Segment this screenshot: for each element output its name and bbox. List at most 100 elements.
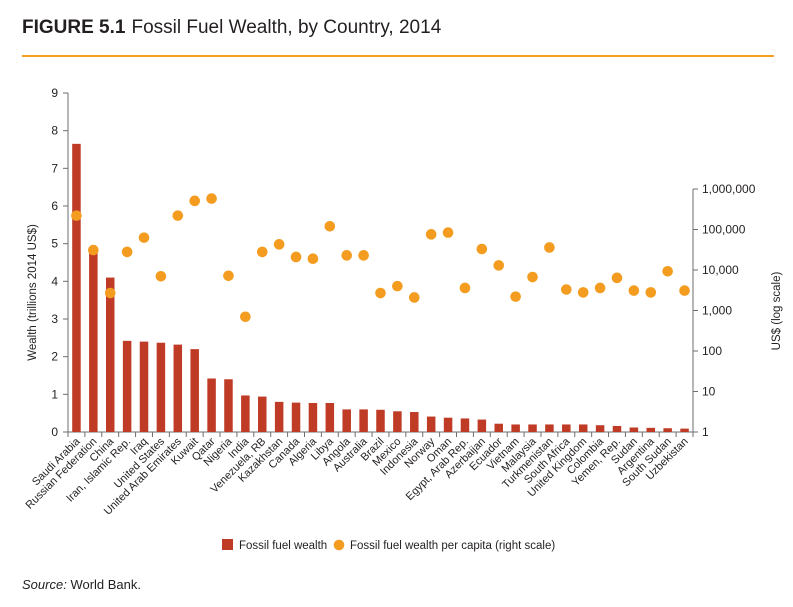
per-capita-point-15 (324, 220, 336, 232)
bar-11 (258, 396, 267, 432)
bar-18 (376, 409, 385, 432)
left-axis-title: Wealth (trillions 2014 US$) (27, 224, 39, 361)
per-capita-point-16 (341, 250, 353, 261)
bar-3 (122, 340, 132, 432)
bar-33 (629, 427, 639, 432)
bar-13 (291, 402, 301, 432)
right-tick-label: 100,000 (702, 223, 746, 237)
bar-17 (359, 409, 368, 432)
left-tick-label: 2 (51, 350, 58, 364)
per-capita-point-4 (138, 232, 150, 243)
legend-dot-label: Fossil fuel wealth per capita (right sca… (350, 540, 555, 552)
right-tick-label: 1 (702, 425, 709, 439)
right-tick-label: 1,000 (702, 304, 732, 318)
per-capita-point-17 (358, 250, 369, 261)
source-label: Source: (22, 577, 67, 592)
per-capita-point-5 (155, 270, 167, 282)
per-capita-point-13 (290, 251, 302, 263)
bar-1 (89, 247, 98, 432)
legend-dot-swatch (333, 539, 345, 551)
bar-29 (562, 424, 571, 432)
left-tick-label: 3 (51, 312, 58, 326)
per-capita-point-27 (527, 271, 538, 283)
per-capita-point-36 (679, 285, 690, 296)
figure-number: FIGURE 5.1 (22, 17, 126, 38)
per-capita-point-18 (375, 287, 386, 299)
per-capita-point-25 (493, 260, 505, 271)
per-capita-point-35 (662, 265, 673, 277)
per-capita-point-9 (223, 270, 234, 282)
figure-title: FIGURE 5.1 Fossil Fuel Wealth, by Country… (22, 17, 441, 39)
per-capita-point-14 (307, 253, 319, 265)
per-capita-point-12 (273, 239, 285, 250)
bar-16 (342, 409, 351, 432)
left-tick-label: 9 (51, 86, 58, 100)
left-tick-label: 8 (51, 124, 58, 138)
per-capita-point-23 (459, 282, 471, 294)
per-capita-point-30 (577, 287, 589, 298)
per-capita-point-3 (121, 246, 133, 258)
bar-7 (190, 349, 199, 432)
per-capita-point-22 (442, 227, 454, 238)
per-capita-point-20 (408, 292, 420, 303)
per-capita-point-21 (425, 229, 437, 240)
right-tick-label: 10 (702, 385, 716, 399)
bar-27 (528, 424, 537, 432)
right-axis-title: US$ (log scale) (771, 272, 783, 351)
bar-28 (545, 424, 554, 432)
bar-25 (494, 423, 503, 432)
bar-36 (680, 428, 689, 432)
per-capita-point-33 (628, 285, 640, 296)
bar-2 (105, 277, 115, 432)
per-capita-point-34 (645, 287, 657, 298)
per-capita-point-32 (611, 272, 623, 284)
per-capita-point-1 (88, 244, 99, 256)
per-capita-point-26 (510, 291, 521, 302)
legend-bar-swatch (222, 539, 233, 550)
bar-20 (410, 412, 419, 432)
bar-30 (578, 424, 588, 432)
bar-35 (663, 428, 672, 432)
bar-0 (72, 143, 81, 432)
left-tick-label: 6 (51, 199, 58, 213)
bar-15 (325, 402, 335, 432)
per-capita-point-29 (561, 284, 572, 295)
per-capita-point-0 (71, 210, 82, 221)
bar-21 (426, 416, 436, 432)
figure-title-text: Fossil Fuel Wealth, by Country, 2014 (131, 17, 442, 38)
bar-32 (612, 425, 622, 432)
left-tick-label: 1 (51, 387, 58, 401)
bar-19 (393, 411, 402, 432)
bar-10 (241, 395, 250, 432)
per-capita-point-7 (189, 195, 200, 207)
left-tick-label: 5 (51, 237, 58, 251)
left-tick-label: 0 (51, 425, 58, 439)
bar-9 (224, 379, 233, 432)
bar-6 (173, 344, 183, 432)
fossil-fuel-wealth-chart: 0 1 2 3 4 5 6 7 8 9 1 10 100 1,000 10,000 100,000 1,000,… (24, 86, 783, 552)
bar-34 (646, 427, 656, 432)
per-capita-point-6 (172, 210, 184, 221)
bar-5 (156, 342, 166, 432)
bar-24 (477, 419, 487, 432)
bar-26 (511, 424, 520, 432)
left-tick-label: 7 (51, 161, 58, 175)
right-tick-label: 10,000 (702, 263, 739, 277)
per-capita-point-24 (476, 243, 488, 255)
per-capita-point-31 (594, 282, 606, 294)
legend-bar-label: Fossil fuel wealth (239, 540, 327, 552)
per-capita-point-2 (104, 287, 116, 299)
bar-12 (274, 401, 284, 432)
per-capita-point-8 (206, 193, 217, 204)
source-note: Source: World Bank. (22, 577, 141, 592)
per-capita-point-19 (392, 280, 403, 292)
title-rule (22, 55, 774, 57)
bar-22 (443, 417, 453, 432)
per-capita-point-10 (240, 311, 251, 323)
bar-8 (207, 378, 216, 432)
right-tick-label: 100 (702, 344, 722, 358)
bar-14 (308, 402, 318, 432)
bar-31 (595, 425, 605, 432)
source-text: World Bank. (70, 577, 142, 592)
bar-23 (460, 418, 470, 432)
